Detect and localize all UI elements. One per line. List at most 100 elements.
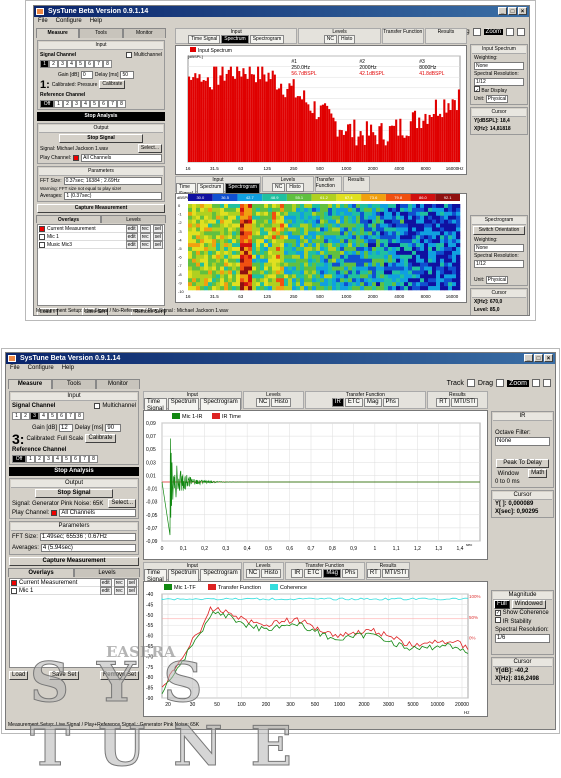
signal-channel-8[interactable]: 8: [103, 59, 112, 68]
calibrate-button[interactable]: Calibrate: [99, 80, 126, 89]
reference-channel-2[interactable]: 2: [63, 99, 72, 108]
math-button[interactable]: Math: [528, 469, 548, 478]
overlay-sel-button[interactable]: sel: [126, 578, 137, 587]
overlay-item[interactable]: Current Measurement edit rec sel: [10, 578, 138, 587]
reference-channel-8[interactable]: 8: [89, 454, 98, 463]
overlay-sel-button[interactable]: sel: [152, 224, 163, 233]
reference-channel-5[interactable]: 5: [90, 99, 99, 108]
drag-icon-2[interactable]: [496, 379, 505, 387]
gain-field[interactable]: 0: [80, 70, 93, 79]
multichannel-checkbox-2[interactable]: [94, 402, 101, 409]
minimize-button-2[interactable]: _: [524, 354, 533, 362]
peak-to-delay-button[interactable]: Peak To Delay: [496, 459, 549, 468]
tab-monitor-2[interactable]: Monitor: [96, 379, 140, 389]
signal2-channel-3[interactable]: 3: [30, 411, 39, 420]
reference-channel-7[interactable]: 7: [80, 454, 89, 463]
tab-overlays[interactable]: Overlays: [36, 215, 101, 223]
stop-analysis-button-2[interactable]: Stop Analysis: [9, 467, 139, 476]
signal2-channel-8[interactable]: 8: [75, 411, 84, 420]
close-button-2[interactable]: ×: [544, 354, 553, 362]
view-button-spectrum[interactable]: Spectrum: [221, 35, 249, 44]
unit2-select[interactable]: Physical: [485, 276, 509, 284]
view-button-ir[interactable]: IR: [331, 398, 344, 407]
reference-off-button[interactable]: Off: [12, 454, 26, 463]
fft-size-select[interactable]: 0.37sec; 16384 ; 2.69Hz: [63, 176, 162, 185]
zoom-button[interactable]: Zoom: [483, 29, 503, 35]
signal-channel-4[interactable]: 4: [67, 59, 76, 68]
show-coherence-checkbox[interactable]: ✓: [495, 610, 501, 616]
signal-channel-5[interactable]: 5: [76, 59, 85, 68]
windowed-button[interactable]: Windowed: [511, 600, 546, 609]
view-button-nc[interactable]: NC: [245, 569, 261, 578]
calibrate-button-2[interactable]: Calibrate: [85, 434, 116, 443]
signal2-channel-6[interactable]: 6: [57, 411, 66, 420]
stop-signal-button-2[interactable]: Stop Signal: [35, 489, 113, 498]
signal2-channel-2[interactable]: 2: [21, 411, 30, 420]
switch-orientation-button[interactable]: Switch Orientation: [473, 226, 525, 235]
view-button-spectrogram[interactable]: Spectrogram: [249, 35, 285, 44]
capture-measurement-button-2[interactable]: Capture Measurement: [9, 557, 139, 566]
menu-file[interactable]: File: [38, 18, 48, 24]
view-button-histo[interactable]: Histo: [271, 398, 292, 407]
minimize-button[interactable]: _: [498, 7, 507, 15]
delay-field-2[interactable]: 90: [105, 423, 122, 432]
stop-analysis-button[interactable]: Stop Analysis: [37, 112, 165, 121]
reference-channel-2[interactable]: 2: [35, 454, 44, 463]
overlay-item[interactable]: Music Mic3 edit rec sel: [38, 240, 164, 249]
ir-plot[interactable]: 0,09 0,07 0,05 0,03 0,01 -0,01 -0,03 -0,05 -0,07…: [143, 410, 488, 560]
view-button-phs[interactable]: Phs: [341, 569, 359, 578]
overlay-rec-button[interactable]: rec: [113, 586, 125, 595]
view-button-rt[interactable]: RT: [366, 569, 381, 578]
overlay-edit-button[interactable]: edit: [125, 232, 138, 241]
signal2-channel-1[interactable]: 1: [12, 411, 21, 420]
reference-off-button[interactable]: Off: [40, 99, 54, 108]
menu-file-2[interactable]: File: [10, 365, 20, 371]
view-button-nc[interactable]: NC: [255, 398, 271, 407]
drag-icon[interactable]: [472, 28, 481, 36]
overlay-rec-button[interactable]: rec: [139, 224, 151, 233]
reference-channel-3[interactable]: 3: [44, 454, 53, 463]
spectral-resolution-select-2[interactable]: 1/6: [495, 634, 550, 643]
signal-channel-1[interactable]: 1: [40, 59, 49, 68]
signal-channel-7[interactable]: 7: [94, 59, 103, 68]
spectrogram-plot[interactable]: dBSPL 30.0 36.5 42.7 48.9 55.1 61.2 67.4 73.6 79.…: [175, 193, 467, 303]
spectrum-plot[interactable]: Input Spectrum [dBSPL] #1 250.0Hz 56.7dBSPL #…: [175, 45, 467, 175]
capture-measurement-button[interactable]: Capture Measurement: [37, 204, 165, 213]
view-button-nc[interactable]: NC: [323, 35, 337, 44]
delay-field[interactable]: 50: [120, 70, 135, 79]
overlay-item[interactable]: Current Measurement edit rec sel: [38, 224, 164, 233]
signal-channel-2[interactable]: 2: [49, 59, 58, 68]
menu-help-2[interactable]: Help: [61, 365, 75, 371]
play-channel-select[interactable]: All Channels: [81, 153, 162, 162]
gain-field-2[interactable]: 12: [59, 423, 74, 432]
zoom-out-icon-2[interactable]: [543, 379, 551, 387]
spectral-resolution-select[interactable]: 1/12: [474, 78, 524, 86]
tab-levels[interactable]: Levels: [101, 215, 166, 223]
view-button-mag[interactable]: Mag: [323, 569, 341, 578]
overlay-item[interactable]: Mic 1 edit rec sel: [10, 586, 138, 595]
spectral-resolution2-select[interactable]: 1/12: [474, 260, 524, 268]
zoom-in-icon[interactable]: [506, 28, 514, 36]
reference-channel-5[interactable]: 5: [62, 454, 71, 463]
tab-tools[interactable]: Tools: [79, 28, 123, 38]
reference-channel-4[interactable]: 4: [81, 99, 90, 108]
overlay-item[interactable]: Mic 1 edit rec sel: [38, 232, 164, 241]
reference-channel-6[interactable]: 6: [99, 99, 108, 108]
view-button-rt[interactable]: RT: [436, 398, 451, 407]
tab-measure[interactable]: Measure: [36, 28, 80, 38]
view-button-histo[interactable]: Histo: [261, 569, 281, 578]
reference-channel-4[interactable]: 4: [53, 454, 62, 463]
zoom-in-icon-2[interactable]: [532, 379, 540, 387]
zoom-out-icon[interactable]: [517, 28, 525, 36]
select-signal-button[interactable]: Select...: [137, 144, 162, 153]
load-button[interactable]: Load...: [37, 308, 59, 315]
track-icon-2[interactable]: [466, 379, 475, 387]
view-button-etc[interactable]: ETC: [304, 569, 323, 578]
tab-monitor[interactable]: Monitor: [122, 28, 166, 38]
reference-channel-6[interactable]: 6: [71, 454, 80, 463]
view-button-nc[interactable]: NC: [272, 183, 286, 192]
overlay-edit-button[interactable]: edit: [99, 586, 112, 595]
view-button-mti-sti[interactable]: MTI/STI: [381, 569, 410, 578]
save-set-button[interactable]: Save Set: [81, 308, 109, 315]
stop-signal-button[interactable]: Stop Signal: [59, 134, 143, 143]
